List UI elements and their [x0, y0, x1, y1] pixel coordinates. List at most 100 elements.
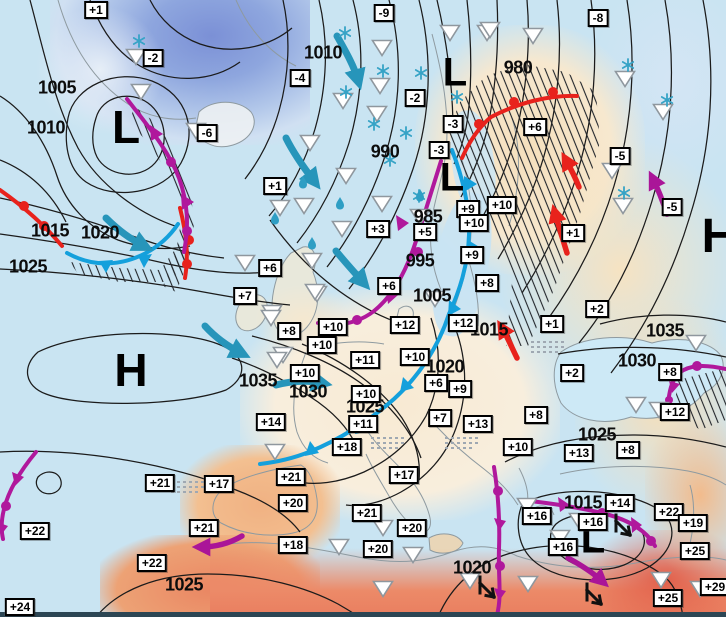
snowflake-icon [660, 93, 674, 107]
temperature-label: +21 [188, 519, 220, 537]
shower-triangle-icon [372, 580, 395, 599]
temperature-label: +8 [524, 406, 548, 424]
temperature-label: +11 [350, 351, 380, 369]
shower-triangle-icon [335, 167, 358, 186]
shower-triangle-icon [479, 21, 502, 40]
temperature-label: -2 [142, 49, 164, 67]
temperature-label: +1 [561, 224, 585, 242]
isobar-value-label: 1010 [26, 117, 66, 138]
shower-triangle-icon [522, 27, 545, 46]
shower-triangle-icon [685, 334, 708, 353]
isobar-value-label: 1030 [617, 350, 657, 371]
snowflake-icon [338, 26, 352, 40]
temperature-label: +18 [331, 438, 363, 456]
snowflake-icon [376, 64, 390, 78]
snowflake-icon [414, 66, 428, 80]
pressure-center-h: H [114, 344, 148, 397]
steering-wind-arrow [102, 214, 154, 251]
shower-triangle-icon [369, 77, 392, 96]
temperature-label: -9 [373, 4, 395, 22]
temperature-label: +6 [424, 374, 448, 392]
temperature-label: +8 [658, 363, 682, 381]
snowflake-icon [339, 85, 353, 99]
snowflake-icon [383, 153, 397, 167]
temperature-label: +1 [540, 315, 564, 333]
temperature-label: +16 [521, 507, 553, 525]
temperature-label: +22 [19, 522, 51, 540]
shower-triangle-icon [328, 538, 351, 557]
isobar-value-label: 1025 [8, 256, 48, 277]
temperature-label: +10 [317, 318, 349, 336]
temperature-label: +20 [362, 540, 394, 558]
shower-triangle-icon [299, 134, 322, 153]
temperature-label: +18 [277, 536, 309, 554]
isobar-value-label: 1025 [577, 424, 617, 445]
isobar-value-label: 1020 [80, 222, 120, 243]
temperature-label: +2 [560, 364, 584, 382]
isobar-value-label: 990 [370, 141, 400, 162]
temperature-label: +8 [475, 274, 499, 292]
temperature-label: -2 [404, 89, 426, 107]
temperature-label: +7 [233, 287, 257, 305]
isobar-value-label: 1020 [452, 557, 492, 578]
steering-wind-arrow [332, 247, 371, 291]
shower-triangle-icon [371, 195, 394, 214]
isobar-value-label: 1025 [164, 574, 204, 595]
temperature-label: +8 [616, 441, 640, 459]
temperature-label: -3 [428, 141, 450, 159]
isobar-value-label: 1035 [645, 320, 685, 341]
wind-gust-icon [610, 513, 636, 543]
pressure-center-h: H [701, 210, 726, 264]
snowflake-icon [132, 34, 146, 48]
snowflake-icon [399, 126, 413, 140]
temperature-label: +5 [413, 223, 437, 241]
temperature-label: +9 [460, 246, 484, 264]
raindrop-icon [270, 211, 280, 225]
temperature-label: +12 [447, 314, 479, 332]
shower-triangle-icon [304, 283, 327, 302]
shower-triangle-icon [301, 252, 324, 271]
temperature-label: +12 [389, 316, 421, 334]
temperature-label: +21 [144, 474, 176, 492]
steering-wind-arrow [333, 32, 366, 91]
temperature-label: +21 [351, 504, 383, 522]
temperature-label: +13 [462, 415, 494, 433]
pressure-center-l: L [439, 155, 465, 200]
temperature-label: -8 [587, 9, 609, 27]
temperature-label: +17 [388, 466, 420, 484]
isobar-value-label: 1010 [303, 42, 343, 63]
snowflake-icon [617, 186, 631, 200]
isobar-value-label: 1030 [288, 381, 328, 402]
shower-triangle-icon [130, 83, 153, 102]
temperature-label: +1 [263, 177, 287, 195]
temperature-label: -5 [661, 198, 683, 216]
temperature-label: +6 [523, 118, 547, 136]
temperature-label: +6 [258, 259, 282, 277]
temperature-label: +14 [604, 494, 636, 512]
shower-triangle-icon [371, 39, 394, 58]
raindrop-icon [298, 175, 308, 189]
snowflake-icon [367, 117, 381, 131]
shower-triangle-icon [264, 443, 287, 462]
temperature-label: +10 [289, 364, 321, 382]
temperature-label: +9 [448, 380, 472, 398]
shower-triangle-icon [372, 519, 395, 538]
shower-triangle-icon [517, 575, 540, 594]
shower-triangle-icon [625, 396, 648, 415]
temperature-label: +13 [563, 444, 595, 462]
shower-triangle-icon [650, 571, 673, 590]
shower-triangle-icon [331, 220, 354, 239]
temperature-label: +24 [4, 598, 36, 616]
raindrop-icon [415, 188, 425, 202]
temperature-label: +22 [136, 554, 168, 572]
temperature-label: +7 [428, 409, 452, 427]
isobar-value-label: 1035 [238, 370, 278, 391]
temperature-label: +1 [84, 1, 108, 19]
temperature-label: +20 [396, 519, 428, 537]
shower-triangle-icon [614, 70, 637, 89]
steering-wind-arrow [201, 322, 251, 358]
raindrop-icon [307, 236, 317, 250]
temperature-label: +19 [677, 514, 709, 532]
